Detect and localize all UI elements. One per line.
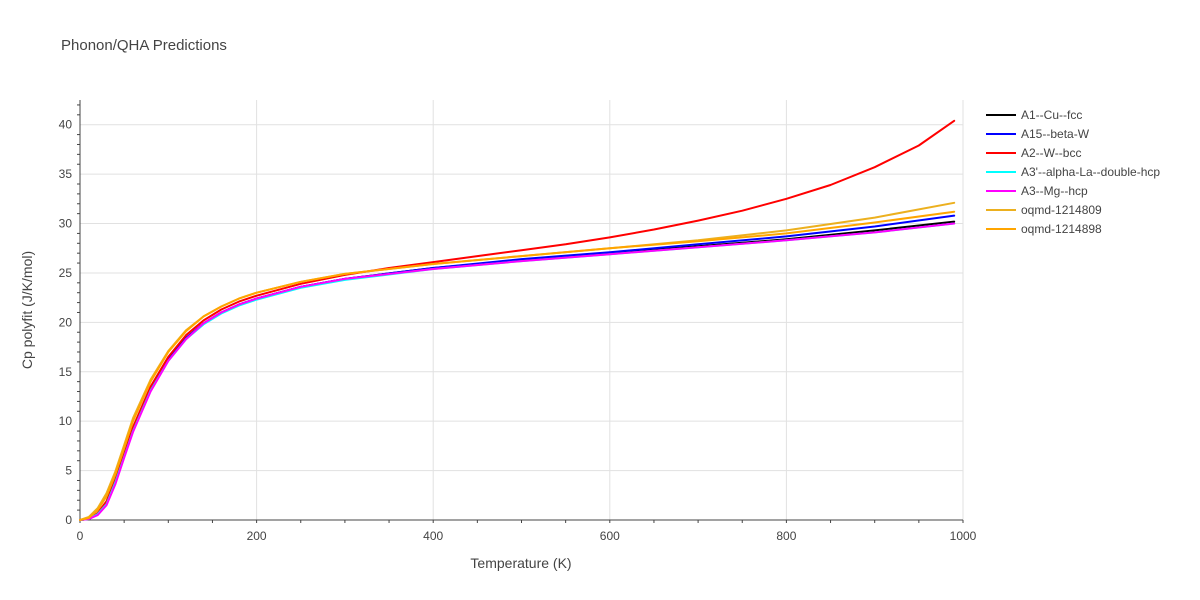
- y-tick-label: 25: [59, 266, 73, 280]
- axes-layer: 0 200 400 600 800 1000 0 5 10 15 20 25 30 35 40: [59, 100, 977, 543]
- y-tick-label: 15: [59, 365, 73, 379]
- grid-layer: [80, 100, 964, 520]
- series-line-0: [79, 220, 956, 521]
- series-line-6: [79, 210, 956, 521]
- x-tick-label: 600: [600, 529, 620, 543]
- legend-item-label: oqmd-1214809: [1021, 203, 1102, 217]
- x-tick-label: 1000: [950, 529, 977, 543]
- y-tick-label: 40: [59, 118, 73, 132]
- y-tick-label: 10: [59, 414, 73, 428]
- x-tick-label: 200: [247, 529, 267, 543]
- y-tick-label: 30: [59, 217, 73, 231]
- x-tick-label: 800: [776, 529, 796, 543]
- y-tick-label: 20: [59, 315, 73, 329]
- y-tick-label: 35: [59, 167, 73, 181]
- y-tick-label: 5: [65, 464, 72, 478]
- series-layer: [79, 119, 956, 521]
- legend-item-label: A3'--alpha-La--double-hcp: [1021, 165, 1160, 179]
- x-axis-title: Temperature (K): [470, 555, 571, 571]
- legend: A1--Cu--fcc A15--beta-W A2--W--bcc A3'--alp…: [986, 108, 1160, 236]
- legend-item-label: A3--Mg--hcp: [1021, 184, 1088, 198]
- legend-item-label: oqmd-1214898: [1021, 222, 1102, 236]
- chart-title: Phonon/QHA Predictions: [61, 37, 227, 54]
- legend-item-label: A2--W--bcc: [1021, 146, 1081, 160]
- y-tick-label: 0: [65, 513, 72, 527]
- legend-item-label: A1--Cu--fcc: [1021, 108, 1082, 122]
- legend-item-label: A15--beta-W: [1021, 127, 1090, 141]
- x-tick-label: 0: [77, 529, 84, 543]
- x-tick-label: 400: [423, 529, 443, 543]
- y-axis-title: Cp polyfit (J/K/mol): [19, 251, 35, 369]
- series-line-4: [79, 222, 956, 521]
